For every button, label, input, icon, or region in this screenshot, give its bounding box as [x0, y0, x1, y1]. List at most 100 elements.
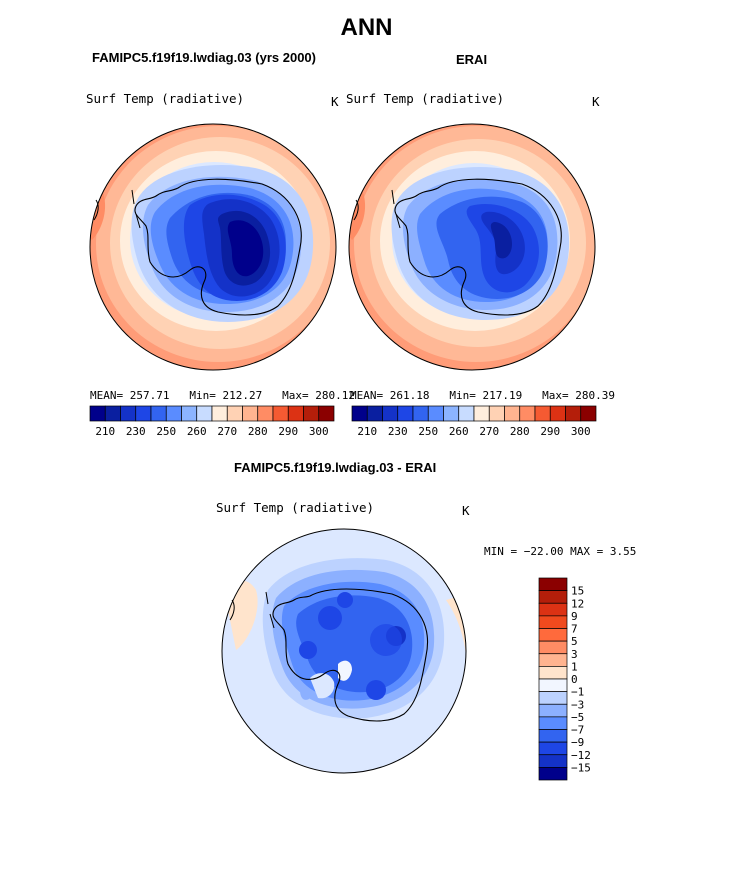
obs-colorbar-tick-label: 260	[449, 425, 469, 438]
model-stats: MEAN= 257.71 Min= 212.27 Max= 280.12	[90, 389, 355, 402]
model-min-label: Min=	[189, 389, 216, 402]
model-colorbar-swatch	[104, 405, 121, 422]
obs-colorbar-swatch	[504, 405, 521, 422]
obs-colorbar-tick-label: 290	[540, 425, 560, 438]
obs-colorbar: 210 230 250 260 270 280 290 300	[351, 405, 597, 438]
model-colorbar: 210 230 250 260 270 280 290 300	[89, 405, 335, 438]
model-max-label: Max=	[282, 389, 309, 402]
obs-colorbar-swatch	[473, 405, 490, 422]
obs-colorbar-swatch	[580, 405, 597, 422]
model-colorbar-swatch	[303, 405, 320, 422]
diff-map-border	[221, 528, 467, 774]
obs-min-value: 217.19	[482, 389, 523, 402]
model-colorbar-tick-label: 250	[156, 425, 176, 438]
model-units-label: K	[331, 94, 339, 109]
diff-colorbar-swatch	[538, 767, 568, 781]
model-colorbar-swatch	[150, 405, 167, 422]
model-map	[89, 123, 337, 371]
model-colorbar-swatch	[287, 405, 304, 422]
diff-colorbar-tick-label: 9	[571, 610, 578, 623]
diff-colorbar-tick-label: −15	[571, 761, 591, 774]
diff-map	[221, 528, 467, 774]
obs-map	[348, 123, 596, 371]
obs-colorbar-swatch	[534, 405, 551, 422]
diff-colorbar-swatch	[538, 716, 568, 730]
model-coastline	[134, 178, 302, 316]
diff-minmax: MIN = −22.00 MAX = 3.55	[484, 545, 637, 558]
obs-colorbar-swatch	[458, 405, 475, 422]
obs-colorbar-swatch	[382, 405, 399, 422]
diff-colorbar-tick-label: −12	[571, 749, 591, 762]
obs-colorbar-tick-label: 250	[418, 425, 438, 438]
diff-colorbar-tick-label: −5	[571, 711, 584, 724]
model-mean-label: MEAN=	[90, 389, 124, 402]
obs-max-value: 280.39	[575, 389, 615, 402]
obs-colorbar-swatch	[427, 405, 444, 422]
model-south-america-coast	[93, 189, 141, 229]
diff-colorbar-swatch	[538, 666, 568, 680]
diff-coastline	[272, 588, 429, 722]
model-colorbar-swatch	[242, 405, 259, 422]
obs-colorbar-swatch	[351, 405, 368, 422]
model-mean-value: 257.71	[129, 389, 170, 402]
obs-units-label: K	[592, 94, 600, 109]
diff-colorbar-tick-label: −7	[571, 724, 584, 737]
diff-colorbar-tick-label: 1	[571, 660, 578, 673]
diff-colorbar-swatch	[538, 703, 568, 718]
obs-colorbar-swatch	[397, 405, 414, 422]
obs-colorbar-swatch	[519, 405, 536, 422]
diff-units-label: K	[462, 503, 470, 518]
diff-colorbar-swatch	[538, 615, 568, 629]
model-colorbar-swatch	[120, 405, 137, 422]
obs-colorbar-swatch	[366, 405, 383, 422]
model-min-value: 212.27	[222, 389, 263, 402]
obs-colorbar-tick-label: 300	[571, 425, 591, 438]
obs-colorbar-swatch	[488, 405, 505, 422]
diff-colorbar-swatch	[538, 640, 568, 655]
model-colorbar-swatch	[226, 405, 243, 422]
model-colorbar-swatch	[181, 405, 198, 422]
obs-colorbar-swatch	[565, 405, 582, 422]
model-colorbar-tick-label: 210	[95, 425, 115, 438]
diff-colorbar-swatch	[538, 577, 568, 591]
obs-stats: MEAN= 261.18 Min= 217.19 Max= 280.39	[350, 389, 615, 402]
diff-colorbar-tick-label: −1	[571, 686, 584, 699]
model-colorbar-swatch	[272, 405, 289, 422]
diff-colorbar-swatch	[538, 653, 568, 667]
obs-min-label: Min=	[449, 389, 476, 402]
obs-south-america-coast	[353, 189, 401, 229]
obs-colorbar-swatch	[549, 405, 566, 422]
model-map-field	[90, 124, 336, 370]
model-colorbar-swatch	[196, 405, 213, 422]
model-colorbar-tick-label: 300	[309, 425, 329, 438]
model-max-value: 280.12	[315, 389, 355, 402]
model-colorbar-swatch	[257, 405, 274, 422]
model-colorbar-swatch	[135, 405, 152, 422]
model-colorbar-tick-label: 260	[187, 425, 207, 438]
diff-colorbar-swatch	[538, 741, 568, 756]
obs-colorbar-tick-label: 280	[510, 425, 530, 438]
diff-colorbar-swatch	[538, 602, 568, 617]
obs-colorbar-tick-label: 210	[357, 425, 377, 438]
diff-colorbar-swatch	[538, 754, 568, 768]
diff-colorbar-tick-label: 5	[571, 635, 578, 648]
diff-colorbar-swatch	[538, 729, 568, 743]
model-colorbar-swatch	[211, 405, 228, 422]
model-colorbar-tick-label: 230	[126, 425, 146, 438]
model-colorbar-swatch	[89, 405, 106, 422]
obs-colorbar-swatch	[443, 405, 460, 422]
model-map-border	[89, 123, 337, 371]
obs-colorbar-tick-label: 270	[479, 425, 499, 438]
obs-variable-label: Surf Temp (radiative)	[346, 91, 505, 106]
model-colorbar-swatch	[318, 405, 335, 422]
model-colorbar-tick-label: 270	[217, 425, 237, 438]
diff-colorbar-tick-label: −9	[571, 736, 584, 749]
diff-colorbar-swatch	[538, 590, 568, 604]
diff-colorbar-swatch	[538, 628, 568, 642]
obs-mean-label: MEAN=	[350, 389, 384, 402]
main-title: ANN	[340, 14, 393, 41]
obs-colorbar-tick-label: 230	[388, 425, 408, 438]
diff-colorbar-tick-label: 15	[571, 585, 584, 598]
